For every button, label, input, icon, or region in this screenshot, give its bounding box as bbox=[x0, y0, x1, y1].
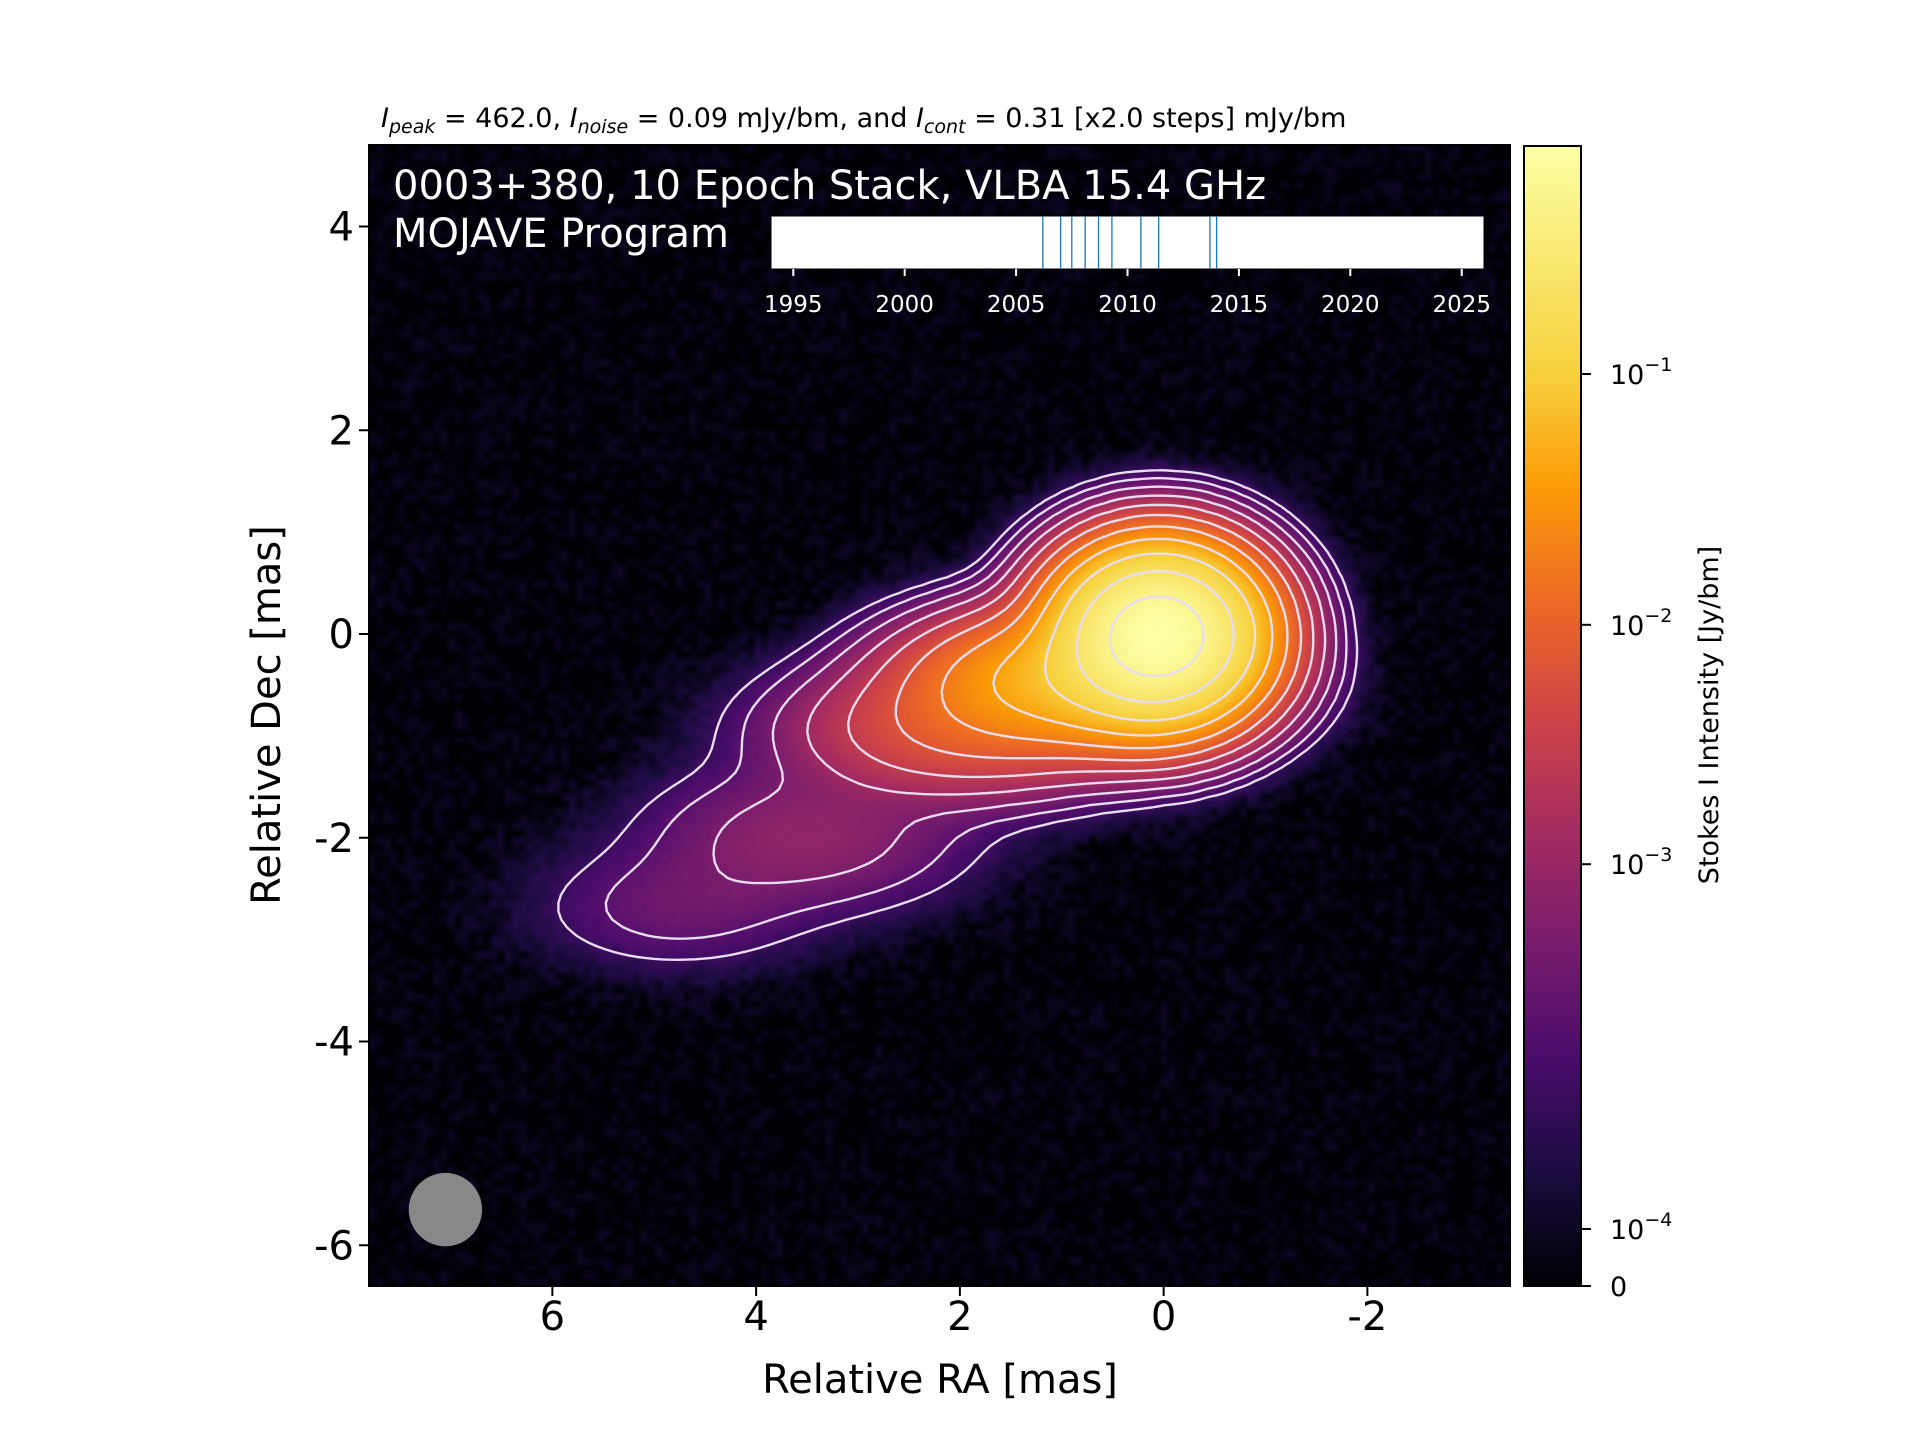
x-tick-label: 0 bbox=[1151, 1294, 1176, 1340]
colorbar-label: Stokes I Intensity [Jy/bm] bbox=[1694, 546, 1725, 884]
timeline-tick-label: 2015 bbox=[1210, 292, 1269, 318]
plot-frame bbox=[368, 144, 1511, 1287]
contour-line bbox=[992, 537, 1274, 737]
timeline-tick-label: 2005 bbox=[987, 292, 1046, 318]
contour-line bbox=[712, 485, 1338, 885]
y-tick-label: -6 bbox=[314, 1223, 354, 1269]
y-tick-label: -4 bbox=[314, 1020, 354, 1066]
contour-line bbox=[557, 469, 1359, 961]
colorbar: 10−1 10−2 10−3 10−4 0 Stokes I Intensity [Jy… bbox=[1523, 145, 1725, 1303]
colorbar-gradient bbox=[1523, 145, 1582, 1287]
epoch-timeline: 1995 2000 2005 2010 2015 2020 2025 bbox=[764, 215, 1491, 318]
contour-line bbox=[894, 513, 1303, 762]
x-axis-ticks: 6 4 2 0 -2 bbox=[540, 1286, 1387, 1340]
contour-line bbox=[1043, 552, 1257, 722]
timeline-tick-label: 2010 bbox=[1098, 292, 1157, 318]
contour-line bbox=[806, 494, 1327, 796]
colorbar-tick-label: 10−3 bbox=[1610, 844, 1672, 881]
timeline-tick-label: 2000 bbox=[875, 292, 934, 318]
intensity-heatmap bbox=[369, 145, 1510, 1286]
y-tick-label: 4 bbox=[329, 205, 354, 251]
timeline-tick-label: 2025 bbox=[1432, 292, 1491, 318]
contour-line bbox=[604, 476, 1348, 940]
source-title: 0003+380, 10 Epoch Stack, VLBA 15.4 GHz bbox=[393, 163, 1266, 209]
y-tick-label: 2 bbox=[329, 408, 354, 454]
x-axis-label: Relative RA [mas] bbox=[762, 1357, 1118, 1403]
colorbar-tick-label: 10−1 bbox=[1610, 354, 1672, 391]
contour-line bbox=[1075, 570, 1235, 704]
x-tick-label: 4 bbox=[743, 1294, 768, 1340]
x-tick-label: -2 bbox=[1347, 1294, 1387, 1340]
y-tick-label: 0 bbox=[329, 612, 354, 658]
y-axis-label: Relative Dec [mas] bbox=[244, 525, 290, 905]
x-tick-label: 6 bbox=[540, 1294, 565, 1340]
contour-line bbox=[1108, 595, 1205, 678]
header-annotation: Ipeak = 462.0, Inoise = 0.09 mJy/bm, and… bbox=[381, 103, 1346, 138]
contour-line bbox=[940, 525, 1289, 750]
timeline-tick-label: 1995 bbox=[764, 292, 823, 318]
timeline-tick-label: 2020 bbox=[1321, 292, 1380, 318]
beam-ellipse bbox=[408, 1172, 483, 1247]
contour-layer bbox=[557, 469, 1359, 961]
image-panel bbox=[368, 144, 1511, 1287]
contour-line bbox=[847, 503, 1315, 779]
colorbar-tick-label: 10−2 bbox=[1610, 605, 1672, 642]
colorbar-tick-label: 10−4 bbox=[1610, 1209, 1672, 1246]
y-tick-label: -2 bbox=[314, 816, 354, 862]
colorbar-tick-label: 0 bbox=[1610, 1272, 1627, 1303]
x-tick-label: 2 bbox=[947, 1294, 972, 1340]
timeline-box bbox=[770, 215, 1485, 270]
y-axis-ticks: 4 2 0 -2 -4 -6 bbox=[314, 205, 369, 1269]
program-title: MOJAVE Program bbox=[393, 211, 729, 257]
